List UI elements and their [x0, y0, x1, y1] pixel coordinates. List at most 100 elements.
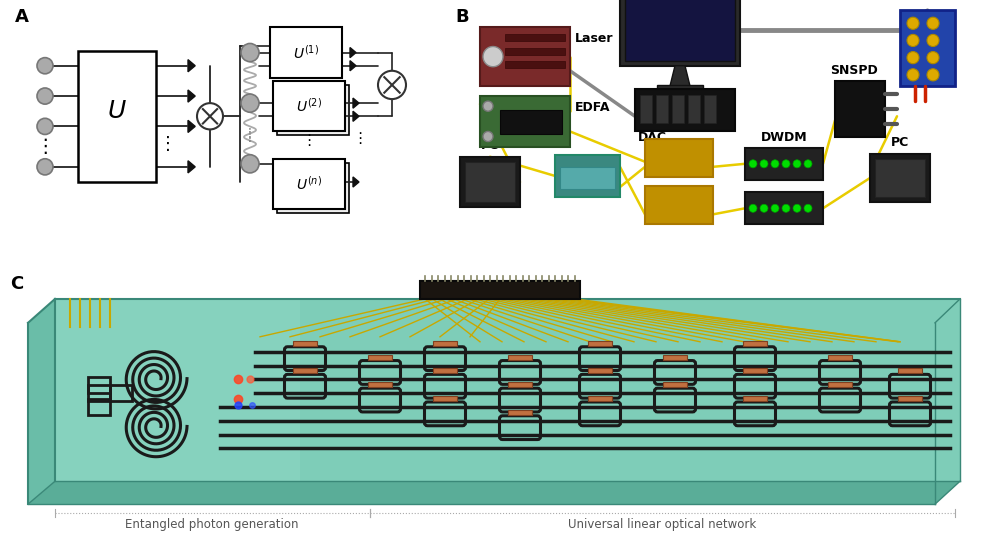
Text: $U$: $U$ — [107, 99, 127, 123]
Text: PC: PC — [481, 139, 499, 152]
Bar — [368, 354, 392, 360]
Polygon shape — [28, 299, 55, 504]
Bar — [743, 396, 767, 401]
Bar — [828, 382, 852, 387]
Bar — [293, 369, 317, 373]
Text: DAC: DAC — [638, 132, 667, 145]
Circle shape — [793, 204, 801, 212]
Bar — [672, 95, 684, 123]
Circle shape — [483, 101, 493, 111]
Text: A: A — [15, 8, 29, 26]
Text: SNSPD: SNSPD — [830, 64, 878, 77]
Bar — [273, 81, 345, 132]
Circle shape — [241, 44, 259, 62]
Bar — [635, 89, 735, 132]
Bar — [270, 27, 342, 78]
Bar — [460, 157, 520, 207]
Bar — [110, 385, 132, 401]
Text: OS: OS — [669, 121, 689, 134]
Bar — [508, 354, 532, 360]
Bar — [505, 61, 565, 68]
Bar — [588, 369, 612, 373]
Circle shape — [37, 88, 53, 104]
Circle shape — [927, 51, 939, 64]
Text: PC: PC — [891, 135, 909, 149]
Text: C: C — [10, 275, 23, 293]
Bar — [88, 385, 110, 401]
Polygon shape — [188, 60, 195, 72]
Polygon shape — [188, 120, 195, 133]
Bar — [433, 396, 457, 401]
Circle shape — [378, 71, 406, 99]
Bar — [663, 354, 687, 360]
Circle shape — [37, 58, 53, 74]
Polygon shape — [188, 90, 195, 102]
Bar — [743, 369, 767, 373]
Bar — [663, 382, 687, 387]
Circle shape — [907, 69, 919, 81]
Bar — [505, 34, 565, 41]
Bar — [645, 186, 713, 224]
Bar — [745, 192, 823, 224]
Bar — [620, 0, 740, 66]
Circle shape — [793, 160, 801, 168]
Text: ⋮: ⋮ — [352, 131, 368, 146]
Polygon shape — [670, 66, 690, 86]
Circle shape — [804, 160, 812, 168]
Circle shape — [927, 34, 939, 46]
Circle shape — [760, 204, 768, 212]
Bar — [898, 369, 922, 373]
Polygon shape — [353, 98, 359, 108]
Text: Laser: Laser — [575, 32, 614, 45]
Bar — [277, 85, 349, 135]
Bar — [704, 95, 716, 123]
Polygon shape — [55, 299, 960, 481]
Bar — [640, 95, 652, 123]
Bar — [368, 382, 392, 387]
Bar — [508, 382, 532, 387]
Polygon shape — [55, 299, 300, 481]
Bar — [560, 167, 615, 189]
Bar — [88, 399, 110, 415]
Bar — [898, 396, 922, 401]
Bar — [745, 147, 823, 180]
Circle shape — [483, 132, 493, 141]
Bar — [508, 410, 532, 415]
Bar — [480, 27, 570, 86]
Text: $U^{(n)}$: $U^{(n)}$ — [296, 175, 322, 193]
Bar — [657, 85, 703, 93]
Bar — [828, 354, 852, 360]
Bar — [505, 48, 565, 55]
Circle shape — [771, 160, 779, 168]
Circle shape — [771, 204, 779, 212]
Circle shape — [804, 204, 812, 212]
Bar — [900, 10, 955, 86]
Text: ⋮: ⋮ — [243, 129, 257, 144]
Text: $U^{(1)}$: $U^{(1)}$ — [293, 44, 319, 62]
Bar — [625, 0, 735, 61]
Text: EDFA: EDFA — [575, 101, 610, 114]
Text: ⋮: ⋮ — [159, 134, 177, 152]
Bar — [480, 96, 570, 147]
Text: $U^{(2)}$: $U^{(2)}$ — [296, 97, 322, 115]
Text: ⋮: ⋮ — [301, 133, 317, 148]
Text: DWDM: DWDM — [761, 130, 807, 144]
Circle shape — [241, 94, 259, 112]
Bar — [277, 163, 349, 213]
Circle shape — [782, 160, 790, 168]
Circle shape — [907, 51, 919, 64]
Text: ⋮: ⋮ — [243, 127, 257, 141]
Bar — [656, 95, 668, 123]
Bar — [293, 341, 317, 346]
Bar — [688, 95, 700, 123]
Circle shape — [749, 204, 757, 212]
Bar — [433, 341, 457, 346]
Bar — [870, 153, 930, 202]
Circle shape — [907, 34, 919, 46]
Bar — [588, 396, 612, 401]
Bar — [645, 139, 713, 177]
Circle shape — [927, 69, 939, 81]
Bar — [555, 155, 620, 197]
Circle shape — [782, 204, 790, 212]
Polygon shape — [188, 161, 195, 173]
